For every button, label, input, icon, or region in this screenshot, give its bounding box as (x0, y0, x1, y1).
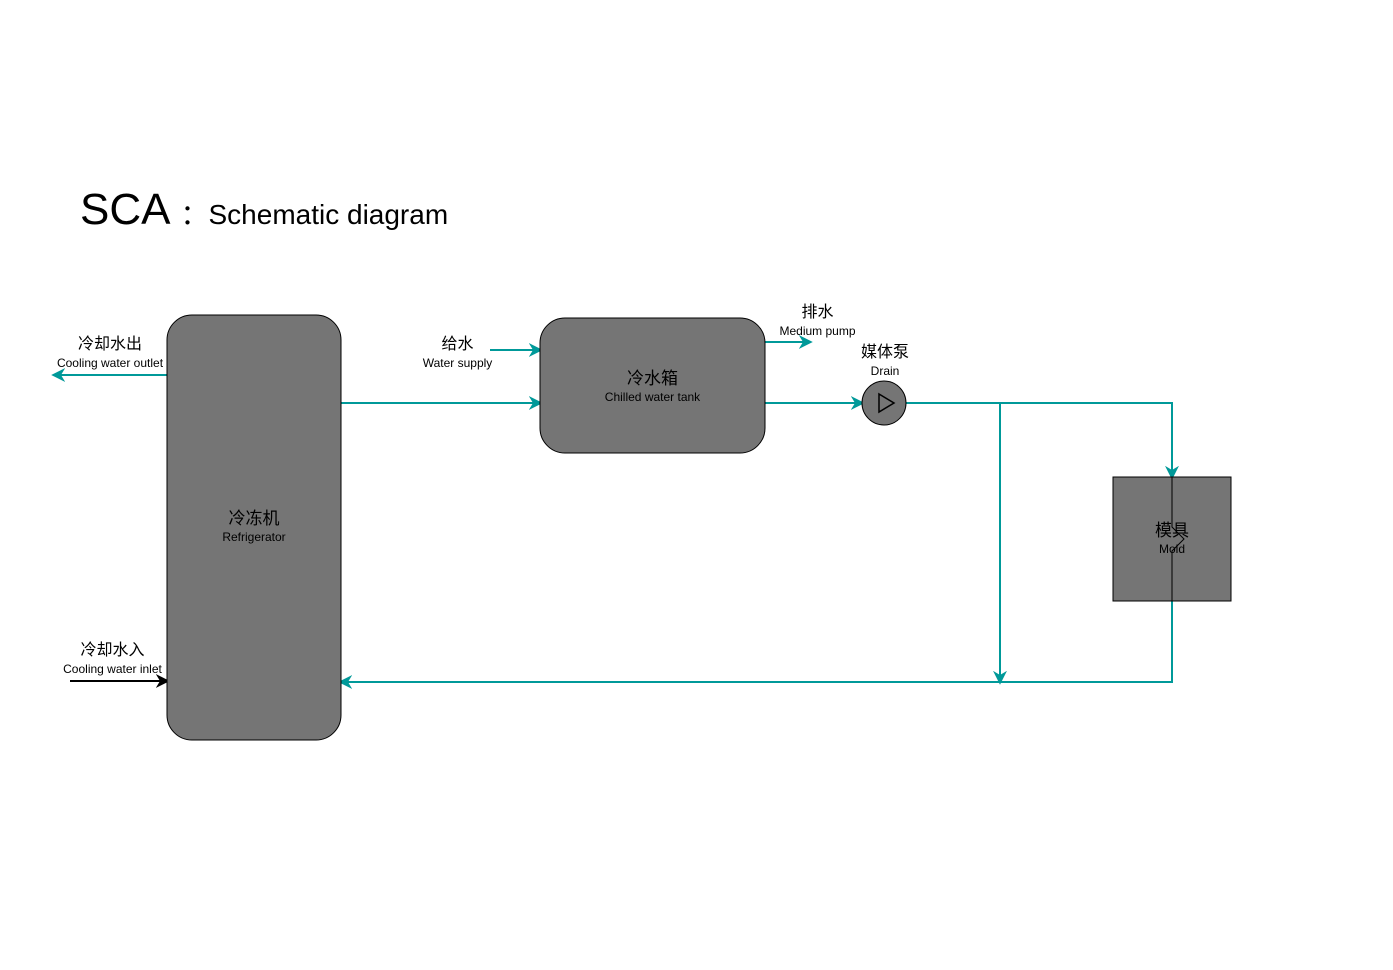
label-tank: 冷水箱 Chilled water tank (540, 368, 765, 406)
label-pump: 媒体泵 Drain (840, 343, 930, 379)
label-drain: 排水 Medium pump (770, 303, 865, 339)
pump-node (862, 381, 906, 425)
label-mold: 模具 Mold (1113, 520, 1231, 558)
flow-line-return (341, 601, 1172, 682)
label-water-supply: 给水 Water supply (410, 335, 505, 371)
schematic-diagram (0, 0, 1393, 970)
label-cooling-outlet: 冷却水出 Cooling water outlet (40, 335, 180, 371)
flow-line-pump-right (906, 403, 1172, 477)
label-cooling-inlet: 冷却水入 Cooling water inlet (45, 641, 180, 677)
label-refrigerator: 冷冻机 Refrigerator (167, 508, 341, 546)
